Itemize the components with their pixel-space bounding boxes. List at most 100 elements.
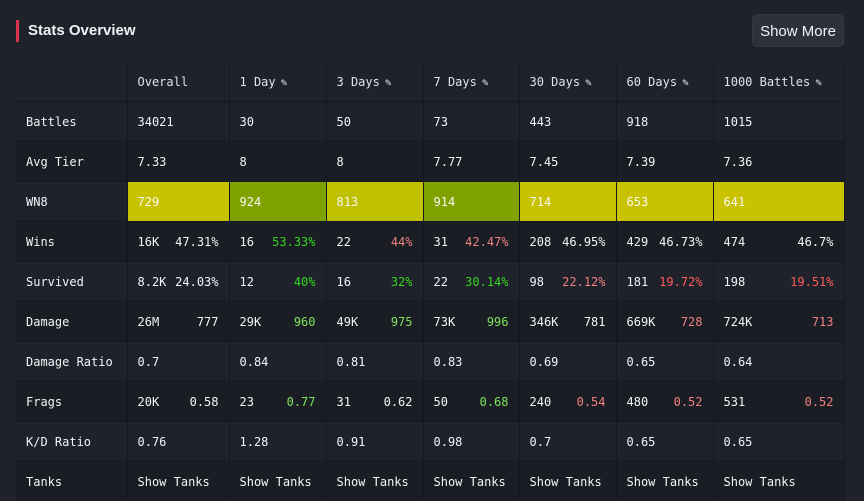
row-label: WN8 <box>16 181 128 222</box>
title-accent-bar <box>16 20 19 42</box>
percent: 19.72% <box>659 274 703 289</box>
cell-pair: 26M 777 <box>127 301 230 342</box>
table-row-avg-tier: Avg Tier 7.33 8 8 7.77 7.45 7.39 7.36 <box>16 141 845 182</box>
cell-value: 1015 <box>713 101 845 142</box>
total: 26M <box>137 314 160 329</box>
count: 16 <box>336 274 351 289</box>
pencil-icon[interactable]: ✎ <box>384 75 392 89</box>
wn8-cell: 729 <box>127 181 230 222</box>
table-row-wins: Wins 16K 47.31% 16 53.33% 22 44% 31 42.47% 2… <box>16 221 845 262</box>
average: 0.77 <box>286 394 316 409</box>
cell-value: 7.33 <box>127 141 230 182</box>
pencil-icon[interactable]: ✎ <box>682 75 689 89</box>
total: 29K <box>239 314 262 329</box>
table-row-damage-ratio: Damage Ratio 0.7 0.84 0.81 0.83 0.69 0.6… <box>16 341 845 382</box>
row-label: Damage Ratio <box>16 341 128 382</box>
cell-pair: 429 46.73% <box>616 221 714 262</box>
cell-pair: 181 19.72% <box>616 261 714 302</box>
col-header-60-days: 60 Days ✎ <box>616 62 714 102</box>
cell-pair: 31 42.47% <box>423 221 520 262</box>
row-label: Avg Tier <box>16 141 128 182</box>
table-row-damage: Damage 26M 777 29K 960 49K 975 73K 996 346K 7… <box>16 301 845 342</box>
wn8-cell: 924 <box>229 181 327 222</box>
pencil-icon[interactable]: ✎ <box>815 75 822 89</box>
average: 975 <box>390 314 413 329</box>
total: 49K <box>336 314 359 329</box>
cell-pair: 208 46.95% <box>519 221 617 262</box>
col-header-1-day: 1 Day ✎ <box>229 62 327 102</box>
cell-value: 0.81 <box>326 341 424 382</box>
count: 208 <box>529 234 552 249</box>
pencil-icon[interactable]: ✎ <box>280 75 288 89</box>
average: 0.52 <box>673 394 703 409</box>
total: 23 <box>239 394 254 409</box>
percent: 19.51% <box>790 274 834 289</box>
total: 346K <box>529 314 559 329</box>
cell-value: 0.7 <box>127 341 230 382</box>
row-label: Survived <box>16 261 128 302</box>
average: 960 <box>293 314 316 329</box>
show-tanks-link[interactable]: Show Tanks <box>326 461 424 501</box>
table-row-battles: Battles 34021 30 50 73 443 918 1015 <box>16 101 845 142</box>
percent: 47.31% <box>175 234 219 249</box>
cell-value: 0.91 <box>326 421 424 462</box>
col-header-1000-battles: 1000 Battles ✎ <box>713 62 845 102</box>
show-tanks-link[interactable]: Show Tanks <box>423 461 520 501</box>
cell-pair: 480 0.52 <box>616 381 714 422</box>
total: 31 <box>336 394 351 409</box>
count: 429 <box>626 234 649 249</box>
cell-pair: 531 0.52 <box>713 381 845 422</box>
pencil-icon[interactable]: ✎ <box>481 75 489 89</box>
cell-value: 0.84 <box>229 341 327 382</box>
percent: 42.47% <box>465 234 509 249</box>
cell-pair: 29K 960 <box>229 301 327 342</box>
cell-value: 0.7 <box>519 421 617 462</box>
header-empty <box>16 62 128 102</box>
wn8-cell: 914 <box>423 181 520 222</box>
show-tanks-link[interactable]: Show Tanks <box>229 461 327 501</box>
table-row-kd-ratio: K/D Ratio 0.76 1.28 0.91 0.98 0.7 0.65 0… <box>16 421 845 462</box>
cell-pair: 669K 728 <box>616 301 714 342</box>
show-tanks-link[interactable]: Show Tanks <box>616 461 714 501</box>
average: 0.52 <box>804 394 834 409</box>
total: 724K <box>723 314 753 329</box>
count: 8.2K <box>137 274 167 289</box>
panel-header: Stats Overview Show More <box>0 0 864 62</box>
row-label: K/D Ratio <box>16 421 128 462</box>
cell-value: 0.98 <box>423 421 520 462</box>
row-label: Battles <box>16 101 128 142</box>
cell-pair: 73K 996 <box>423 301 520 342</box>
cell-pair: 8.2K 24.03% <box>127 261 230 302</box>
cell-value: 8 <box>229 141 327 182</box>
cell-pair: 724K 713 <box>713 301 845 342</box>
pencil-icon[interactable]: ✎ <box>585 75 592 89</box>
total: 20K <box>137 394 160 409</box>
count: 12 <box>239 274 254 289</box>
show-more-button[interactable]: Show More <box>752 14 844 47</box>
stats-table: Overall 1 Day ✎ 3 Days ✎ 7 Days ✎ 30 Days ✎ … <box>16 62 845 501</box>
percent: 24.03% <box>175 274 219 289</box>
table-row-tanks: Tanks Show Tanks Show Tanks Show Tanks S… <box>16 461 845 501</box>
percent: 44% <box>390 234 413 249</box>
col-header-overall: Overall <box>127 62 230 102</box>
cell-value: 0.65 <box>616 421 714 462</box>
cell-pair: 23 0.77 <box>229 381 327 422</box>
percent: 53.33% <box>272 234 316 249</box>
cell-pair: 31 0.62 <box>326 381 424 422</box>
col-header-7-days: 7 Days ✎ <box>423 62 520 102</box>
show-tanks-link[interactable]: Show Tanks <box>127 461 230 501</box>
show-tanks-link[interactable]: Show Tanks <box>713 461 845 501</box>
show-tanks-link[interactable]: Show Tanks <box>519 461 617 501</box>
cell-value: 443 <box>519 101 617 142</box>
row-label: Damage <box>16 301 128 342</box>
row-label: Tanks <box>16 461 128 501</box>
average: 777 <box>196 314 219 329</box>
total: 50 <box>433 394 448 409</box>
cell-pair: 22 44% <box>326 221 424 262</box>
count: 16K <box>137 234 160 249</box>
table-row-survived: Survived 8.2K 24.03% 12 40% 16 32% 22 30.14%… <box>16 261 845 302</box>
count: 198 <box>723 274 746 289</box>
average: 713 <box>811 314 834 329</box>
count: 181 <box>626 274 649 289</box>
